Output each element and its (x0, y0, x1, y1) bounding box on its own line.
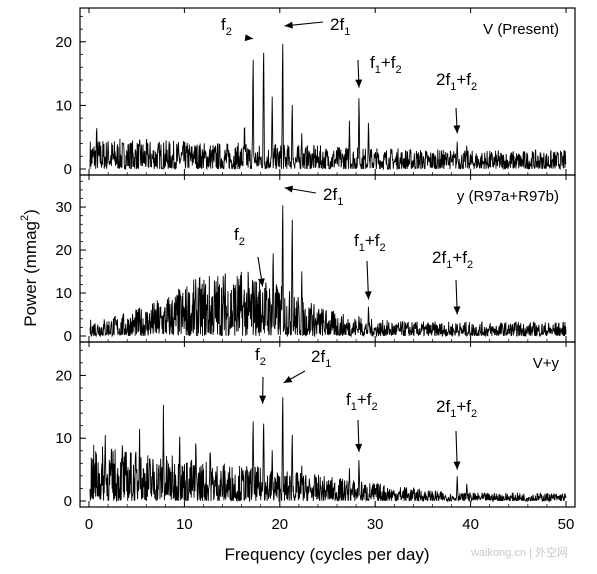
x-tick-label: 10 (176, 516, 193, 533)
x-tick-label: 20 (271, 516, 288, 533)
arrow-head (453, 461, 461, 470)
panel-label: V (Present) (483, 21, 559, 38)
y-tick-label: 30 (55, 199, 72, 216)
arrow-head (355, 79, 363, 88)
panel-label: V+y (533, 355, 560, 372)
peak-annotation: f2 (221, 15, 232, 38)
arrow-head (283, 376, 293, 383)
peak-annotation: 2f1+f2 (432, 248, 473, 271)
peak-annotation: 2f1 (311, 347, 331, 370)
spectrum-series (89, 205, 567, 338)
y-tick-label: 20 (55, 367, 72, 384)
peak-annotation: 2f1+f2 (436, 397, 477, 420)
panel-label: y (R97a+R97b) (457, 188, 559, 205)
spectrum-series (89, 43, 567, 171)
y-tick-label: 10 (55, 430, 72, 447)
y-axis-title-sup: 2 (19, 215, 31, 221)
watermark: waikong.cn | 外空网 (470, 545, 568, 559)
arrow-head (259, 395, 267, 404)
x-tick-label: 30 (367, 516, 384, 533)
panel-1: 0 10 20 V (Present) f2 2f1 f1+f2 2f1+f2 (55, 7, 576, 178)
peak-annotation: 2f1 (323, 185, 343, 208)
peak-annotation: f2 (234, 225, 245, 248)
y-tick-label: 20 (55, 242, 72, 259)
y-tick-label: 10 (55, 97, 72, 114)
panel-frame (79, 341, 576, 508)
arrow-head (257, 278, 265, 287)
peak-annotation: f1+f2 (370, 53, 402, 76)
y-axis-title: Power (mmag2) (19, 209, 40, 327)
panel-3: 0 10 20 V+y f2 2f1 f1+f2 2f1+f2 0 10 20 30 40 50 (55, 341, 576, 533)
x-tick-label: 0 (85, 516, 93, 533)
peak-annotation: f2 (255, 345, 266, 368)
arrow-head (284, 21, 293, 29)
peak-annotation: f1+f2 (346, 390, 378, 413)
y-tick-label: 0 (64, 161, 72, 178)
y-tick-label: 10 (55, 285, 72, 302)
arrow-head (355, 443, 363, 452)
peak-annotation: f1+f2 (354, 231, 386, 254)
y-tick-label: 0 (64, 328, 72, 345)
y-tick-label: 20 (55, 34, 72, 51)
peak-annotation: 2f1 (330, 15, 350, 38)
x-tick-label: 50 (558, 516, 575, 533)
y-axis-title-main: Power (mmag (21, 221, 40, 327)
y-tick-label: 0 (64, 493, 72, 510)
arrow-head (453, 125, 461, 134)
panel-2: 0 10 20 30 y (R97a+R97b) f2 2f1 f1+f2 2f1+f2 (55, 174, 576, 345)
arrow-head (284, 185, 293, 193)
panels: 0 10 20 V (Present) f2 2f1 f1+f2 2f1+f2 0 10 20 30 y… (55, 7, 576, 533)
y-axis-title-end: ) (21, 209, 40, 215)
arrow-head (453, 306, 461, 315)
arrow-head (244, 34, 254, 42)
arrow-head (364, 291, 372, 300)
peak-annotation: 2f1+f2 (436, 70, 477, 93)
spectrum-series (89, 397, 567, 503)
x-tick-label: 40 (462, 516, 479, 533)
x-axis-title: Frequency (cycles per day) (224, 545, 429, 564)
